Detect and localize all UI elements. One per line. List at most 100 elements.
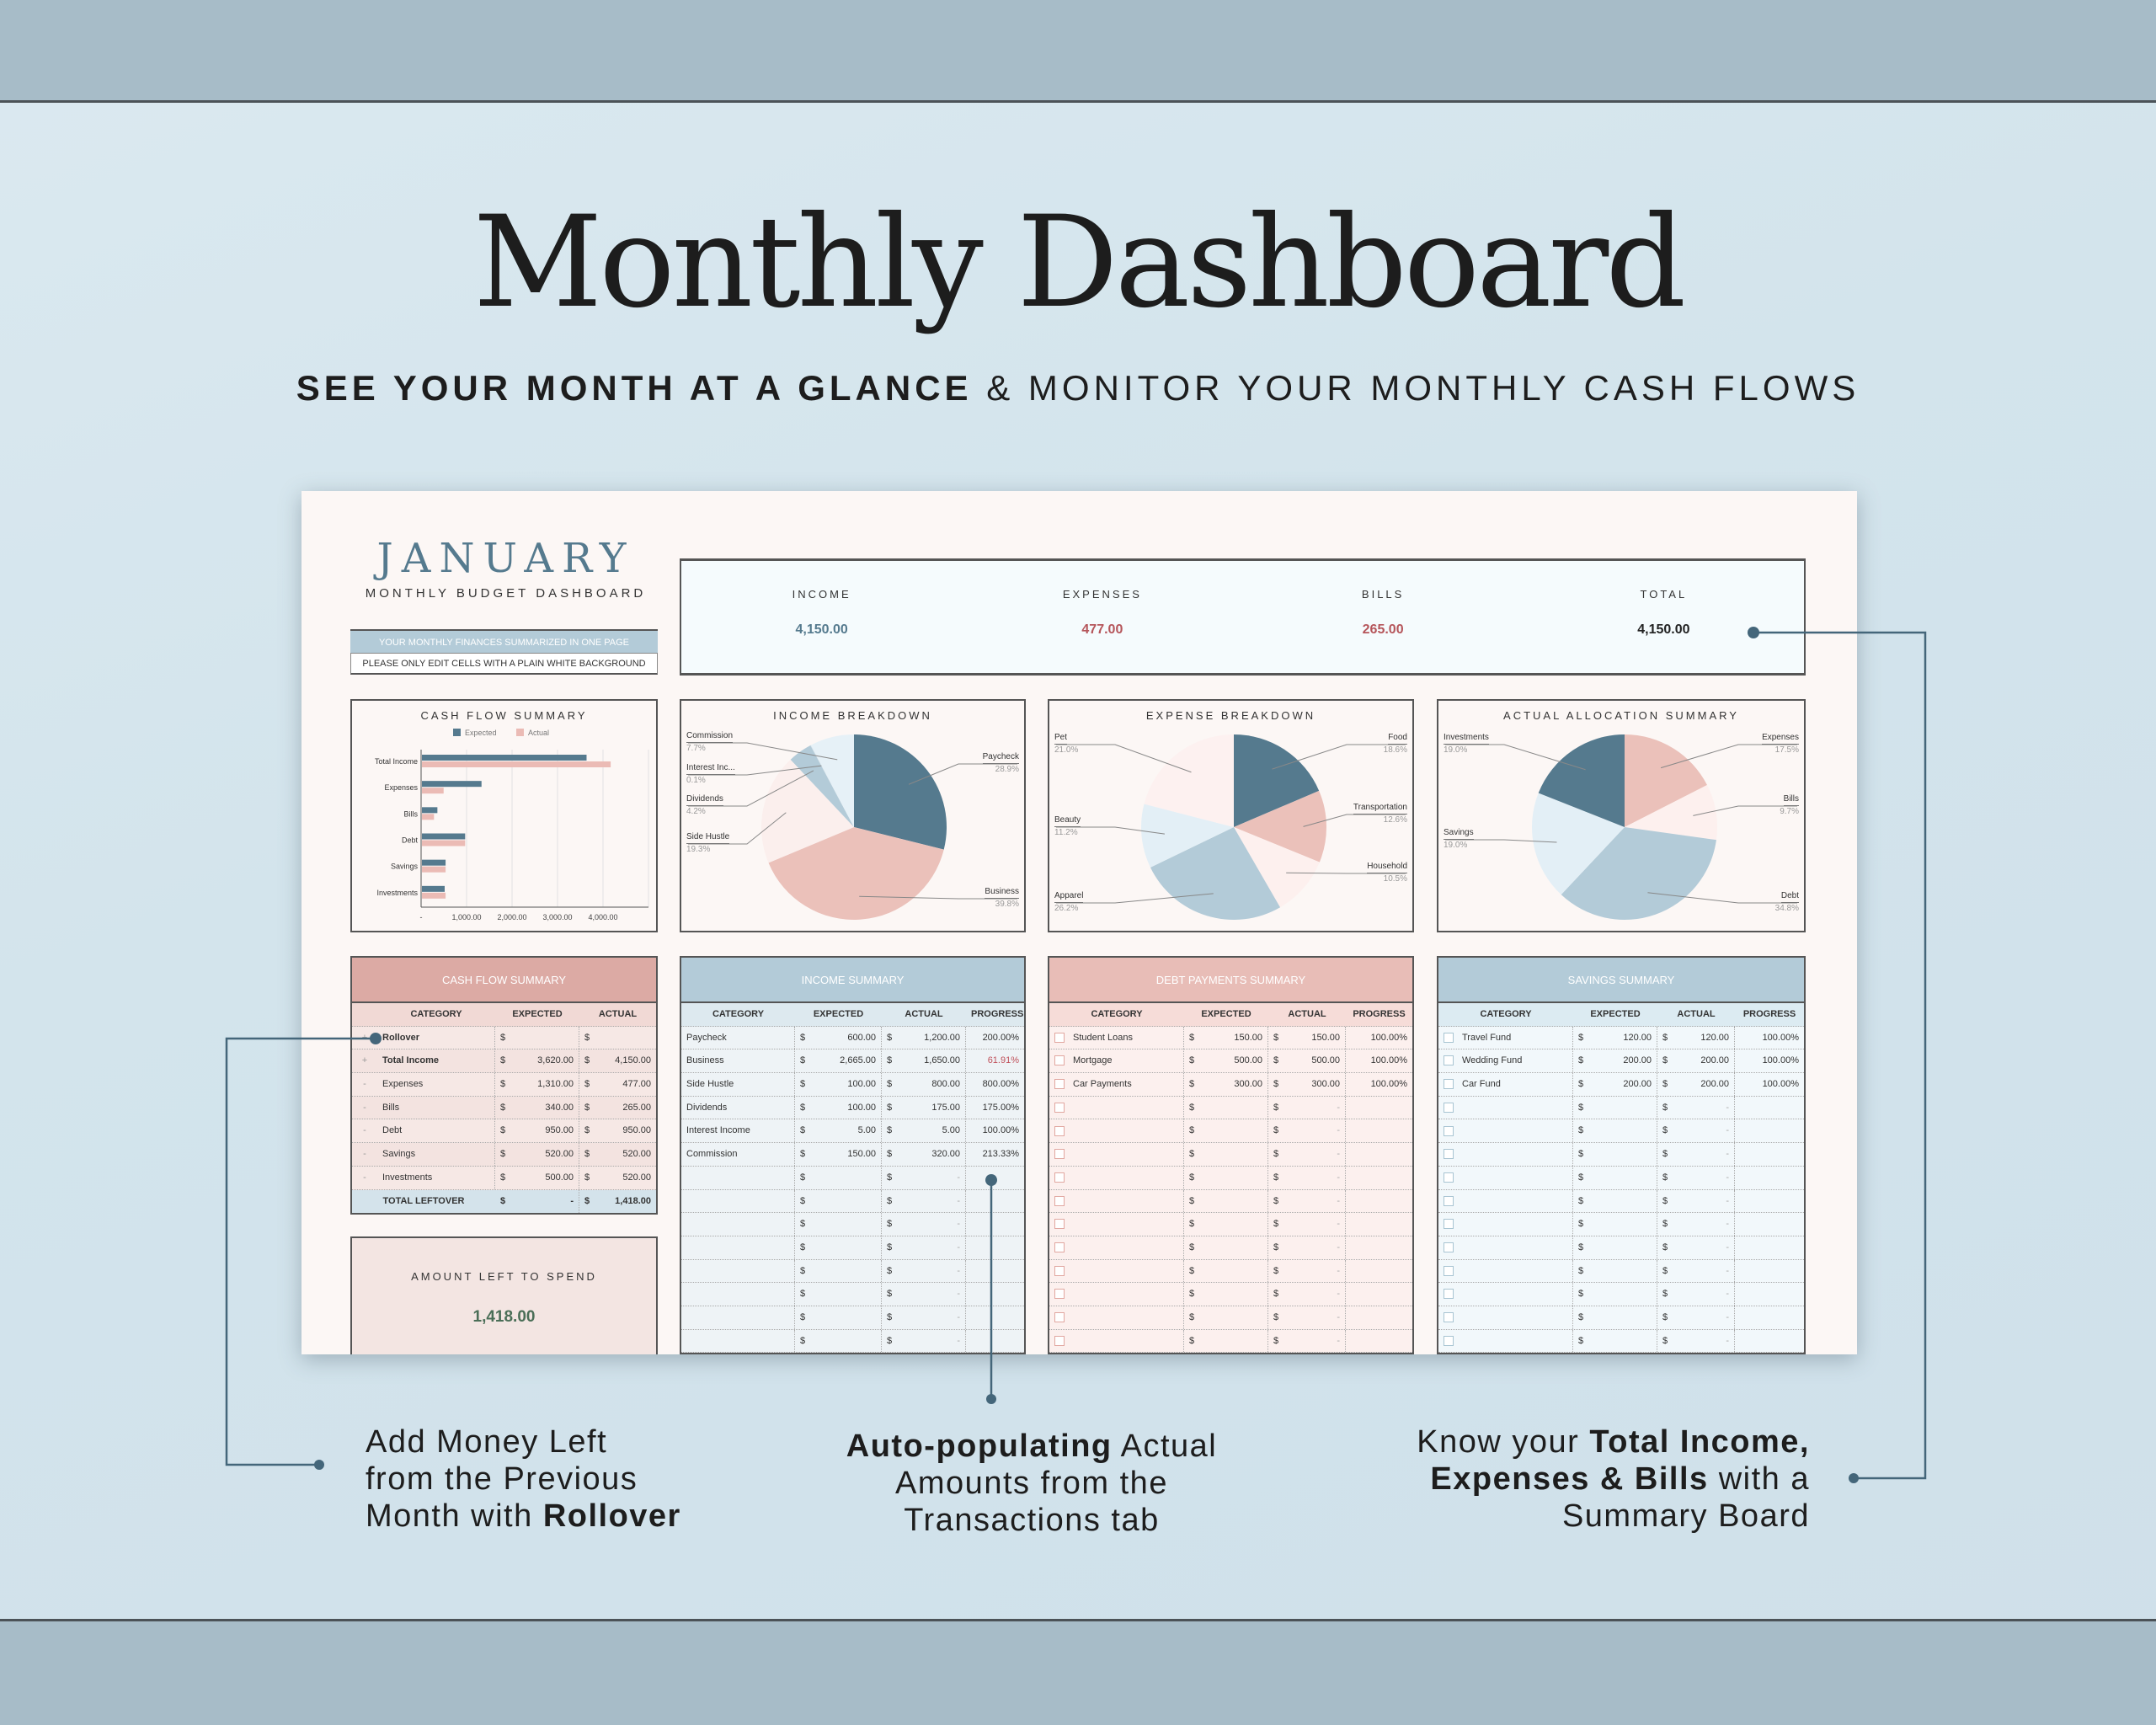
checkbox[interactable] [1444,1195,1454,1206]
category-cell[interactable] [1049,1189,1184,1213]
empty-row[interactable]: $ $ - [681,1213,1024,1236]
empty-row[interactable]: $ $ - [1438,1119,1804,1144]
checkbox[interactable] [1054,1265,1065,1276]
category-cell[interactable] [1438,1143,1573,1166]
empty-row[interactable]: $ $ - [1049,1306,1412,1330]
table-row[interactable]: Car Fund $200.00 $200.00 100.00% [1438,1073,1804,1097]
category-cell[interactable] [1049,1096,1184,1119]
category-cell[interactable] [1438,1329,1573,1353]
category-cell[interactable] [1438,1306,1573,1329]
category-cell[interactable] [1438,1096,1573,1119]
empty-row[interactable]: $ $ - [681,1166,1024,1190]
empty-row[interactable]: $ $ - [1049,1166,1412,1190]
category-cell[interactable] [1049,1306,1184,1329]
checkbox[interactable] [1054,1219,1065,1230]
checkbox[interactable] [1054,1149,1065,1160]
category-cell[interactable] [1049,1143,1184,1166]
category-cell[interactable]: Wedding Fund [1438,1049,1573,1073]
empty-row[interactable]: $ $ - [681,1329,1024,1354]
category-cell[interactable] [1438,1236,1573,1259]
empty-row[interactable]: $ $ - [1049,1119,1412,1144]
checkbox[interactable] [1444,1172,1454,1183]
category-cell[interactable]: Car Fund [1438,1073,1573,1096]
category-cell[interactable] [1049,1283,1184,1306]
checkbox[interactable] [1444,1125,1454,1136]
empty-row[interactable]: $ $ - [681,1283,1024,1306]
checkbox[interactable] [1054,1335,1065,1346]
category-cell[interactable] [1438,1166,1573,1189]
empty-row[interactable]: $ $ - [681,1236,1024,1260]
category-cell[interactable] [1438,1119,1573,1143]
checkbox[interactable] [1444,1242,1454,1252]
category-cell[interactable] [1438,1189,1573,1213]
empty-row[interactable]: $ $ - [1438,1143,1804,1167]
category-cell[interactable] [1049,1259,1184,1283]
category-cell[interactable] [1438,1213,1573,1236]
category-cell[interactable] [1049,1329,1184,1353]
empty-row[interactable]: $ $ - [1049,1259,1412,1284]
table-row[interactable]: + Rollover $ $ [352,1026,656,1050]
empty-row[interactable]: $ $ - [1049,1143,1412,1167]
table-row[interactable]: - Bills $340.00 $265.00 [352,1096,656,1120]
table-row[interactable]: Wedding Fund $200.00 $200.00 100.00% [1438,1049,1804,1074]
empty-row[interactable]: $ $ - [681,1189,1024,1214]
checkbox[interactable] [1054,1102,1065,1113]
empty-row[interactable]: $ $ - [1049,1096,1412,1120]
category-cell[interactable] [1049,1119,1184,1143]
empty-row[interactable]: $ $ - [1438,1283,1804,1306]
checkbox[interactable] [1444,1219,1454,1230]
checkbox[interactable] [1054,1172,1065,1183]
checkbox[interactable] [1444,1265,1454,1276]
empty-row[interactable]: $ $ - [1438,1329,1804,1354]
category-cell[interactable] [1438,1259,1573,1283]
empty-row[interactable]: $ $ - [1438,1306,1804,1330]
category-cell[interactable] [1438,1283,1573,1306]
table-row[interactable]: Business $2,665.00 $1,650.00 61.91% [681,1049,1024,1074]
table-row[interactable]: Student Loans $150.00 $150.00 100.00% [1049,1026,1412,1050]
checkbox[interactable] [1054,1289,1065,1300]
checkbox[interactable] [1054,1125,1065,1136]
category-cell[interactable] [1049,1236,1184,1259]
table-row[interactable]: Car Payments $300.00 $300.00 100.00% [1049,1073,1412,1097]
table-row[interactable]: Paycheck $600.00 $1,200.00 200.00% [681,1026,1024,1050]
checkbox[interactable] [1054,1195,1065,1206]
table-row[interactable]: - Expenses $1,310.00 $477.00 [352,1073,656,1097]
checkbox[interactable] [1444,1032,1454,1043]
checkbox[interactable] [1444,1102,1454,1113]
empty-row[interactable]: $ $ - [1438,1236,1804,1260]
category-cell[interactable]: Mortgage [1049,1049,1184,1073]
empty-row[interactable]: $ $ - [1049,1189,1412,1214]
empty-row[interactable]: $ $ - [1049,1213,1412,1236]
category-cell[interactable] [1049,1166,1184,1189]
table-row[interactable]: Mortgage $500.00 $500.00 100.00% [1049,1049,1412,1074]
empty-row[interactable]: $ $ - [1438,1096,1804,1120]
checkbox[interactable] [1054,1079,1065,1090]
checkbox[interactable] [1054,1032,1065,1043]
empty-row[interactable]: $ $ - [1049,1236,1412,1260]
table-row[interactable]: Travel Fund $120.00 $120.00 100.00% [1438,1026,1804,1050]
empty-row[interactable]: $ $ - [1049,1283,1412,1306]
empty-row[interactable]: $ $ - [1438,1166,1804,1190]
checkbox[interactable] [1444,1289,1454,1300]
table-row[interactable]: - Debt $950.00 $950.00 [352,1119,656,1144]
category-cell[interactable]: Travel Fund [1438,1026,1573,1049]
empty-row[interactable]: $ $ - [1438,1259,1804,1284]
category-cell[interactable]: Car Payments [1049,1073,1184,1096]
empty-row[interactable]: $ $ - [681,1306,1024,1330]
empty-row[interactable]: $ $ - [1438,1213,1804,1236]
checkbox[interactable] [1054,1312,1065,1323]
table-row[interactable]: Commission $150.00 $320.00 213.33% [681,1143,1024,1167]
checkbox[interactable] [1444,1149,1454,1160]
table-row[interactable]: Dividends $100.00 $175.00 175.00% [681,1096,1024,1120]
checkbox[interactable] [1054,1055,1065,1066]
category-cell[interactable] [1049,1213,1184,1236]
checkbox[interactable] [1444,1055,1454,1066]
empty-row[interactable]: $ $ - [1049,1329,1412,1354]
table-row[interactable]: - Savings $520.00 $520.00 [352,1143,656,1167]
empty-row[interactable]: $ $ - [681,1259,1024,1284]
table-row[interactable]: + Total Income $3,620.00 $4,150.00 [352,1049,656,1074]
checkbox[interactable] [1444,1312,1454,1323]
table-row[interactable]: - Investments $500.00 $520.00 [352,1166,656,1190]
checkbox[interactable] [1444,1335,1454,1346]
table-row[interactable]: Side Hustle $100.00 $800.00 800.00% [681,1073,1024,1097]
